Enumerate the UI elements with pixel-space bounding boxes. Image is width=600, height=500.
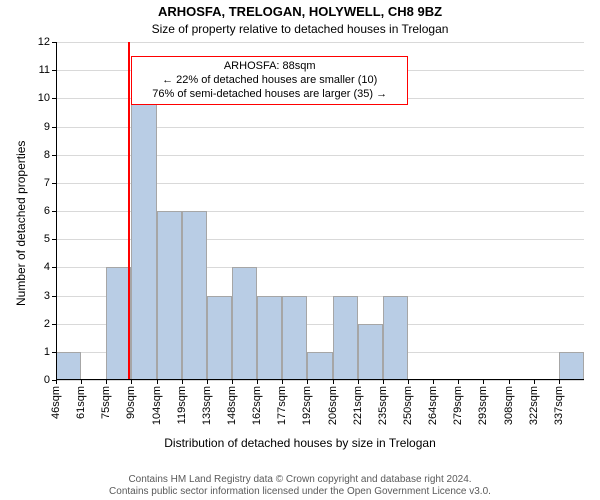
xtick-label: 250sqm	[402, 386, 414, 425]
xtick-mark	[56, 380, 57, 384]
histogram-bar	[333, 296, 358, 381]
ytick-label: 3	[44, 290, 50, 302]
xtick-mark	[483, 380, 484, 384]
xtick-mark	[383, 380, 384, 384]
histogram-bar	[358, 324, 383, 380]
xtick-label: 148sqm	[226, 386, 238, 425]
histogram-bar	[56, 352, 81, 380]
xtick-mark	[232, 380, 233, 384]
xtick-label: 308sqm	[503, 386, 515, 425]
gridline	[56, 42, 584, 43]
ytick-label: 8	[44, 149, 50, 161]
xtick-mark	[81, 380, 82, 384]
histogram-bar	[131, 70, 156, 380]
xtick-label: 192sqm	[301, 386, 313, 425]
xtick-label: 75sqm	[100, 386, 112, 419]
xtick-mark	[131, 380, 132, 384]
x-axis-line	[56, 379, 584, 380]
xtick-mark	[282, 380, 283, 384]
ytick-label: 9	[44, 121, 50, 133]
xtick-mark	[433, 380, 434, 384]
xtick-label: 293sqm	[477, 386, 489, 425]
annotation-line3: 76% of semi-detached houses are larger (…	[138, 88, 401, 102]
xtick-label: 133sqm	[201, 386, 213, 425]
histogram-bar	[157, 211, 182, 380]
xtick-mark	[182, 380, 183, 384]
xtick-label: 279sqm	[452, 386, 464, 425]
ytick-label: 4	[44, 261, 50, 273]
annotation-line2: ← 22% of detached houses are smaller (10…	[138, 74, 401, 88]
histogram-bar	[307, 352, 332, 380]
marker-line	[128, 42, 130, 380]
chart-subtitle: Size of property relative to detached ho…	[0, 22, 600, 36]
attribution-line1: Contains HM Land Registry data © Crown c…	[0, 474, 600, 486]
xtick-label: 177sqm	[276, 386, 288, 425]
xtick-mark	[559, 380, 560, 384]
xtick-label: 61sqm	[75, 386, 87, 419]
attribution-text: Contains HM Land Registry data © Crown c…	[0, 474, 600, 498]
xtick-mark	[509, 380, 510, 384]
xtick-mark	[534, 380, 535, 384]
histogram-bar	[182, 211, 207, 380]
ytick-label: 7	[44, 177, 50, 189]
plot-area: 012345678910111246sqm61sqm75sqm90sqm104s…	[56, 42, 584, 380]
ytick-label: 2	[44, 318, 50, 330]
xtick-mark	[157, 380, 158, 384]
xtick-mark	[307, 380, 308, 384]
histogram-bar	[232, 267, 257, 380]
attribution-line2: Contains public sector information licen…	[0, 486, 600, 498]
xtick-label: 206sqm	[327, 386, 339, 425]
xtick-label: 337sqm	[553, 386, 565, 425]
xtick-mark	[458, 380, 459, 384]
histogram-bar	[207, 296, 232, 381]
xtick-label: 264sqm	[427, 386, 439, 425]
xtick-mark	[333, 380, 334, 384]
histogram-bar	[559, 352, 584, 380]
ytick-label: 0	[44, 374, 50, 386]
ytick-label: 11	[39, 64, 50, 76]
xtick-label: 162sqm	[251, 386, 263, 425]
y-axis-label: Number of detached properties	[14, 141, 28, 306]
annotation-box: ARHOSFA: 88sqm← 22% of detached houses a…	[131, 56, 408, 105]
xtick-mark	[257, 380, 258, 384]
xtick-label: 90sqm	[125, 386, 137, 419]
ytick-label: 6	[44, 205, 50, 217]
histogram-bar	[257, 296, 282, 381]
xtick-mark	[207, 380, 208, 384]
xtick-label: 46sqm	[50, 386, 62, 419]
xtick-label: 104sqm	[151, 386, 163, 425]
chart-title: ARHOSFA, TRELOGAN, HOLYWELL, CH8 9BZ	[0, 4, 600, 19]
xtick-label: 235sqm	[377, 386, 389, 425]
annotation-line1: ARHOSFA: 88sqm	[138, 60, 401, 74]
ytick-label: 1	[44, 346, 50, 358]
xtick-label: 119sqm	[176, 386, 188, 424]
x-axis-label: Distribution of detached houses by size …	[0, 436, 600, 450]
histogram-bar	[282, 296, 307, 381]
xtick-mark	[358, 380, 359, 384]
ytick-label: 10	[38, 92, 50, 104]
y-axis-line	[56, 42, 57, 380]
xtick-mark	[106, 380, 107, 384]
gridline	[56, 380, 584, 381]
ytick-label: 5	[44, 233, 50, 245]
xtick-mark	[408, 380, 409, 384]
xtick-label: 322sqm	[528, 386, 540, 425]
ytick-label: 12	[38, 36, 50, 48]
xtick-label: 221sqm	[352, 386, 364, 425]
histogram-bar	[383, 296, 408, 381]
